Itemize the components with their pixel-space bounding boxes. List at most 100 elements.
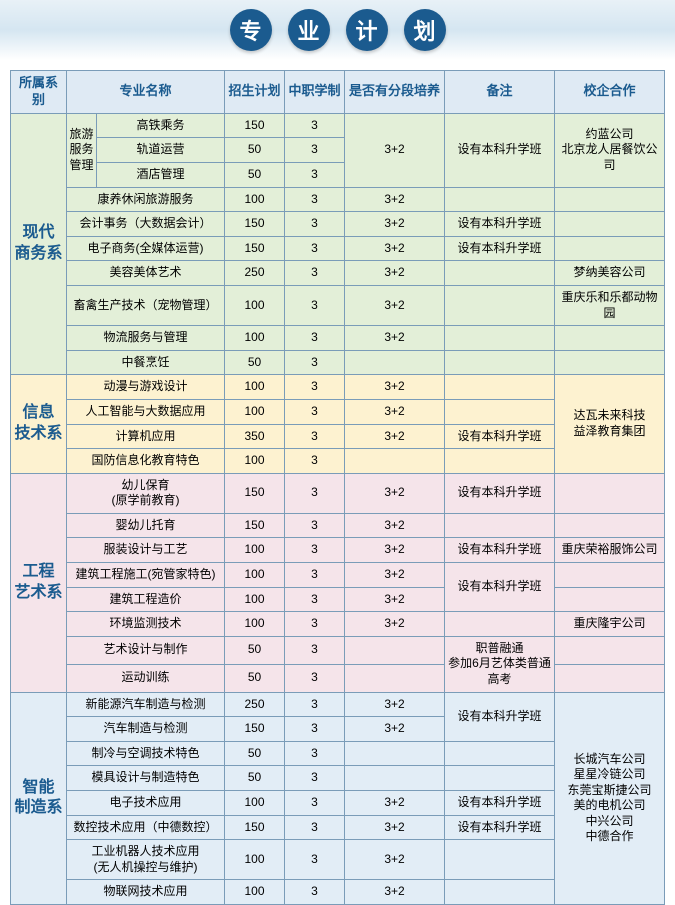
- note-cell: 设有本科升学班: [445, 424, 555, 449]
- note-cell: [445, 766, 555, 791]
- table-row: 建筑工程造价10033+2: [11, 587, 665, 612]
- years-cell: 3: [285, 513, 345, 538]
- title-char: 计: [346, 9, 388, 51]
- coop-cell: 达瓦未来科技益泽教育集团: [555, 375, 665, 473]
- plan-cell: 150: [225, 815, 285, 840]
- major-cell: 婴幼儿托育: [67, 513, 225, 538]
- note-cell: 设有本科升学班: [445, 692, 555, 741]
- table-row: 艺术设计与制作503职普融通参加6月艺体类普通高考: [11, 636, 665, 664]
- plan-cell: 150: [225, 113, 285, 138]
- seg-cell: 3+2: [345, 261, 445, 286]
- major-cell: 数控技术应用（中德数控）: [67, 815, 225, 840]
- coop-cell: [555, 350, 665, 375]
- major-cell: 建筑工程造价: [67, 587, 225, 612]
- plan-cell: 150: [225, 473, 285, 513]
- note-cell: 设有本科升学班: [445, 815, 555, 840]
- note-cell: 设有本科升学班: [445, 473, 555, 513]
- note-cell: 设有本科升学班: [445, 236, 555, 261]
- table-row: 服装设计与工艺10033+2设有本科升学班重庆荣裕服饰公司: [11, 538, 665, 563]
- seg-cell: 3+2: [345, 840, 445, 880]
- major-cell: 物流服务与管理: [67, 326, 225, 351]
- seg-cell: 3+2: [345, 880, 445, 905]
- years-cell: 3: [285, 741, 345, 766]
- years-cell: 3: [285, 350, 345, 375]
- col-header: 中职学制: [285, 71, 345, 114]
- plan-cell: 100: [225, 285, 285, 325]
- years-cell: 3: [285, 840, 345, 880]
- plan-cell: 100: [225, 326, 285, 351]
- note-cell: [445, 513, 555, 538]
- plan-cell: 100: [225, 587, 285, 612]
- coop-cell: 重庆荣裕服饰公司: [555, 538, 665, 563]
- dept-cell: 智能制造系: [11, 692, 67, 904]
- seg-cell: [345, 350, 445, 375]
- plan-cell: 100: [225, 399, 285, 424]
- years-cell: 3: [285, 664, 345, 692]
- seg-cell: 3+2: [345, 399, 445, 424]
- major-cell: 计算机应用: [67, 424, 225, 449]
- seg-cell: 3+2: [345, 612, 445, 637]
- coop-cell: [555, 187, 665, 212]
- seg-cell: 3+2: [345, 791, 445, 816]
- note-cell: [445, 449, 555, 474]
- years-cell: 3: [285, 187, 345, 212]
- header-row: 所属系别专业名称招生计划中职学制是否有分段培养备注校企合作: [11, 71, 665, 114]
- major-cell: 建筑工程施工(宛管家特色): [67, 563, 225, 588]
- major-cell: 艺术设计与制作: [67, 636, 225, 664]
- major-cell: 动漫与游戏设计: [67, 375, 225, 400]
- seg-cell: 3+2: [345, 326, 445, 351]
- col-header: 专业名称: [67, 71, 225, 114]
- years-cell: 3: [285, 538, 345, 563]
- years-cell: 3: [285, 424, 345, 449]
- seg-cell: 3+2: [345, 563, 445, 588]
- dept-cell: 工程艺术系: [11, 473, 67, 692]
- seg-cell: [345, 766, 445, 791]
- coop-cell: 约蓝公司北京龙人居餐饮公司: [555, 113, 665, 187]
- years-cell: 3: [285, 717, 345, 742]
- major-cell: 物联网技术应用: [67, 880, 225, 905]
- coop-cell: [555, 563, 665, 588]
- table-row: 智能制造系新能源汽车制造与检测25033+2设有本科升学班长城汽车公司星星冷链公…: [11, 692, 665, 717]
- dept-cell: 信息技术系: [11, 375, 67, 473]
- major-cell: 美容美体艺术: [67, 261, 225, 286]
- table-row: 中餐烹饪503: [11, 350, 665, 375]
- coop-cell: [555, 236, 665, 261]
- years-cell: 3: [285, 113, 345, 138]
- note-cell: 职普融通参加6月艺体类普通高考: [445, 636, 555, 692]
- seg-cell: 3+2: [345, 587, 445, 612]
- plan-cell: 50: [225, 741, 285, 766]
- plan-cell: 100: [225, 449, 285, 474]
- plan-cell: 50: [225, 162, 285, 187]
- seg-cell: 3+2: [345, 187, 445, 212]
- years-cell: 3: [285, 612, 345, 637]
- major-cell: 模具设计与制造特色: [67, 766, 225, 791]
- seg-cell: [345, 449, 445, 474]
- table-body: 现代商务系旅游服务管理高铁乘务15033+2设有本科升学班约蓝公司北京龙人居餐饮…: [11, 113, 665, 904]
- years-cell: 3: [285, 212, 345, 237]
- major-cell: 中餐烹饪: [67, 350, 225, 375]
- coop-cell: [555, 664, 665, 692]
- coop-cell: [555, 326, 665, 351]
- plan-cell: 250: [225, 692, 285, 717]
- note-cell: [445, 285, 555, 325]
- table-row: 现代商务系旅游服务管理高铁乘务15033+2设有本科升学班约蓝公司北京龙人居餐饮…: [11, 113, 665, 138]
- table-row: 运动训练503: [11, 664, 665, 692]
- plan-cell: 100: [225, 538, 285, 563]
- major-cell: 酒店管理: [97, 162, 225, 187]
- years-cell: 3: [285, 261, 345, 286]
- years-cell: 3: [285, 473, 345, 513]
- years-cell: 3: [285, 636, 345, 664]
- major-cell: 轨道运营: [97, 138, 225, 163]
- plan-cell: 100: [225, 791, 285, 816]
- major-cell: 环境监测技术: [67, 612, 225, 637]
- title-char: 专: [230, 9, 272, 51]
- seg-cell: 3+2: [345, 538, 445, 563]
- major-cell: 运动训练: [67, 664, 225, 692]
- major-cell: 会计事务（大数据会计）: [67, 212, 225, 237]
- seg-cell: 3+2: [345, 473, 445, 513]
- dept-cell: 现代商务系: [11, 113, 67, 375]
- col-header: 备注: [445, 71, 555, 114]
- years-cell: 3: [285, 138, 345, 163]
- plan-cell: 50: [225, 664, 285, 692]
- seg-cell: 3+2: [345, 717, 445, 742]
